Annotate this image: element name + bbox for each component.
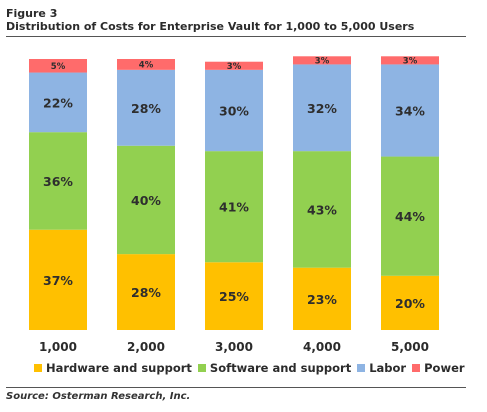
x-tick-label: 3,000 (215, 340, 253, 354)
data-label: 5% (51, 62, 66, 72)
legend-item: Labor (357, 361, 406, 375)
legend-swatch (357, 364, 366, 372)
data-label: 4% (139, 60, 154, 70)
legend-swatch (34, 364, 42, 372)
bar-segment-software-and-support-3 (205, 151, 263, 263)
source-note: Source: Osterman Research, Inc. (6, 391, 191, 402)
data-label: 23% (307, 292, 337, 307)
data-label: 34% (395, 103, 425, 118)
bar-segment-power-2 (117, 59, 175, 70)
data-label: 20% (395, 296, 425, 311)
bar-segment-labor-1 (29, 72, 87, 133)
bar-segment-hardware-and-support-3 (205, 262, 263, 330)
bar-segment-power-4 (293, 56, 351, 65)
data-label: 40% (131, 193, 161, 208)
data-label: 41% (219, 200, 249, 215)
bar-segment-labor-4 (293, 64, 351, 152)
bar-segment-labor-3 (205, 69, 263, 152)
legend: Hardware and support Software and support… (34, 361, 471, 375)
x-tick-label: 1,000 (39, 340, 77, 354)
legend-label: Hardware and support (46, 361, 192, 375)
bar-segment-software-and-support-4 (293, 151, 351, 268)
bar-segment-power-3 (205, 61, 263, 70)
legend-label: Power (424, 361, 465, 375)
bar-segment-software-and-support-5 (381, 156, 439, 276)
data-label: 3% (315, 56, 330, 66)
bar-segment-hardware-and-support-4 (293, 267, 351, 330)
source-rule (6, 387, 466, 388)
data-label: 25% (219, 289, 249, 304)
chart-title: Distribution of Costs for Enterprise Vau… (6, 20, 415, 33)
x-tick-label: 2,000 (127, 340, 165, 354)
bar-segment-power-1 (29, 59, 87, 73)
bar-segment-software-and-support-2 (117, 145, 175, 255)
x-tick-label: 5,000 (391, 340, 429, 354)
data-label: 44% (395, 209, 425, 224)
legend-swatch (197, 364, 206, 372)
data-label: 28% (131, 101, 161, 116)
legend-item: Power (412, 361, 465, 375)
bar-segment-labor-5 (381, 64, 439, 157)
data-label: 30% (219, 103, 249, 118)
legend-label: Software and support (209, 361, 352, 375)
bar-segment-hardware-and-support-5 (381, 275, 439, 330)
data-label: 43% (307, 202, 337, 217)
data-label: 37% (43, 273, 73, 288)
bar-segment-hardware-and-support-1 (29, 229, 87, 330)
data-label: 32% (307, 101, 337, 116)
x-tick-label: 4,000 (303, 340, 341, 354)
bar-segment-power-5 (381, 56, 439, 65)
title-rule (6, 36, 466, 37)
bar-segment-hardware-and-support-2 (117, 254, 175, 330)
data-label: 3% (227, 62, 242, 72)
data-label: 28% (131, 285, 161, 300)
legend-item: Hardware and support (34, 361, 192, 375)
legend-label: Labor (369, 361, 407, 375)
data-label: 3% (403, 56, 418, 66)
figure-label: Figure 3 (6, 7, 58, 20)
bar-segment-labor-2 (117, 69, 175, 146)
legend-item: Software and support (197, 361, 352, 375)
legend-swatch (412, 364, 421, 372)
data-label: 36% (43, 174, 73, 189)
bar-segment-software-and-support-1 (29, 132, 87, 230)
data-label: 22% (43, 95, 73, 110)
